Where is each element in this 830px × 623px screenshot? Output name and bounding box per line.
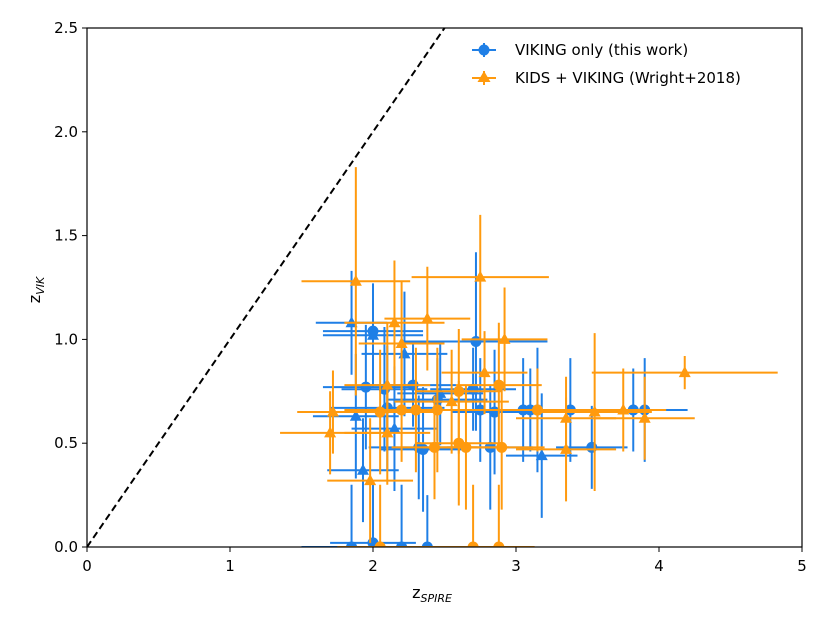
triangle-marker: [324, 426, 337, 438]
triangle-marker: [588, 405, 601, 417]
y-axis-label: zVIK: [25, 276, 47, 303]
triangle-marker: [349, 409, 362, 421]
x-axis-label: zSPIRE: [412, 583, 452, 605]
data-point: [537, 333, 652, 491]
triangle-marker: [498, 332, 511, 344]
y-tick-label: 1.5: [54, 227, 78, 245]
y-tick-label: 1.0: [54, 330, 78, 348]
triangle-marker: [560, 442, 573, 454]
series-1: [280, 167, 778, 547]
circle-marker: [396, 404, 408, 416]
legend-circle-marker: [478, 44, 490, 56]
data-point: [351, 366, 438, 491]
data-point: [430, 347, 516, 431]
x-tick-label: 1: [225, 557, 235, 575]
x-tick-label: 0: [82, 557, 92, 575]
y-tick-label: 2.0: [54, 123, 78, 141]
data-point: [441, 331, 528, 415]
x-tick-label: 5: [797, 557, 807, 575]
legend-entry-viking: VIKING only (this work): [472, 41, 688, 59]
series-0: [301, 252, 688, 547]
data-point: [394, 349, 509, 454]
circle-marker: [360, 381, 372, 393]
plot-frame: [86, 27, 803, 548]
triangle-marker: [535, 449, 548, 461]
data-point: [297, 370, 369, 454]
x-tick-label: 3: [511, 557, 521, 575]
legend-triangle-marker: [477, 71, 491, 82]
circle-marker: [374, 541, 386, 547]
triangle-marker: [388, 316, 401, 328]
data-point: [391, 495, 464, 547]
data-point: [455, 322, 542, 448]
triangle-marker: [478, 366, 491, 378]
triangle-marker: [421, 312, 434, 324]
data-point: [330, 480, 416, 547]
triangle-marker: [474, 270, 487, 282]
triangle-marker: [678, 366, 691, 378]
triangle-marker: [445, 395, 458, 407]
data-point: [487, 368, 588, 452]
triangle-marker: [367, 328, 379, 340]
triangle-marker: [617, 403, 630, 415]
data-point: [423, 385, 509, 510]
data-point: [461, 287, 548, 392]
triangle-marker: [638, 411, 651, 423]
legend-label-kids: KIDS + VIKING (Wright+2018): [515, 69, 741, 87]
circle-marker: [374, 406, 386, 418]
triangle-marker: [349, 274, 362, 286]
triangle-marker: [395, 337, 408, 349]
circle-marker: [417, 443, 429, 455]
circle-marker: [467, 541, 479, 547]
x-tick-label: 4: [654, 557, 664, 575]
triangle-marker: [381, 426, 394, 438]
x-tick-label: 2: [368, 557, 378, 575]
data-point: [591, 356, 778, 390]
y-tick-label: 2.5: [54, 19, 78, 37]
y-tick-label: 0.5: [54, 434, 78, 452]
circle-marker: [460, 441, 472, 453]
circle-marker: [493, 541, 505, 547]
data-point: [384, 266, 471, 371]
data-point: [463, 484, 535, 547]
data-point: [322, 283, 424, 388]
triangle-marker: [388, 422, 401, 434]
data-point: [411, 214, 549, 340]
data-point: [516, 397, 617, 502]
data-point: [423, 484, 524, 547]
data-point: [301, 167, 411, 396]
legend: VIKING only (this work) KIDS + VIKING (W…: [465, 36, 795, 98]
data-point: [327, 418, 414, 543]
data-point: [337, 484, 424, 547]
data-point: [580, 368, 667, 452]
triangle-marker: [364, 474, 377, 486]
triangle-marker: [356, 463, 369, 475]
reference-line: [87, 27, 446, 547]
data-point: [344, 380, 431, 485]
legend-label-viking: VIKING only (this work): [515, 41, 688, 59]
circle-marker: [531, 404, 543, 416]
circle-marker: [421, 541, 433, 547]
y-tick-label: 0.0: [54, 538, 78, 556]
data-point: [344, 358, 459, 462]
legend-entry-kids: KIDS + VIKING (Wright+2018): [472, 69, 741, 87]
